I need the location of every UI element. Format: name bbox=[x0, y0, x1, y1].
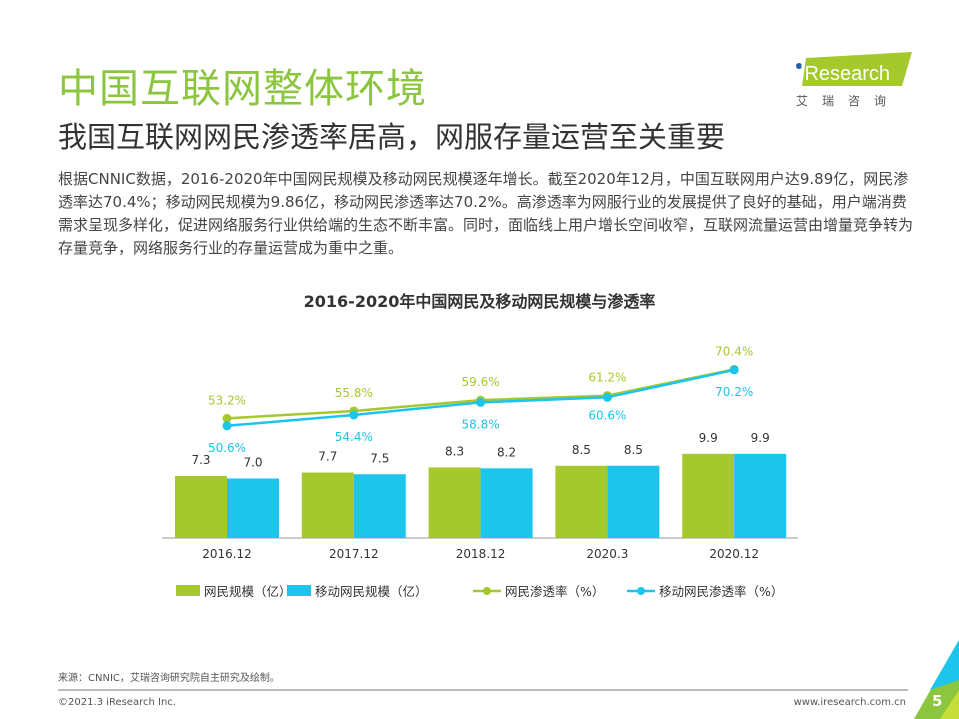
mobile-penetration-point bbox=[602, 392, 612, 402]
penetration-label: 55.8% bbox=[335, 386, 373, 400]
svg-text:iResearch: iResearch bbox=[800, 63, 890, 85]
legend-label: 移动网民规模（亿） bbox=[315, 584, 428, 599]
mobile-penetration-label: 60.6% bbox=[588, 408, 626, 422]
mobile-user-bar-label: 9.9 bbox=[751, 431, 770, 445]
divider bbox=[58, 689, 908, 691]
user-bar bbox=[555, 465, 608, 538]
body-paragraph: 根据CNNIC数据，2016-2020年中国网民规模及移动网民规模逐年增长。截至… bbox=[58, 170, 914, 257]
user-bar-label: 8.5 bbox=[572, 443, 591, 457]
corner-decoration bbox=[914, 640, 959, 719]
iresearch-logo: iResearch bbox=[796, 52, 912, 86]
mobile-user-bar-label: 7.5 bbox=[370, 451, 389, 465]
logo-subtitle: 艾瑞咨询 bbox=[796, 94, 901, 108]
x-tick-label: 2017.12 bbox=[329, 547, 379, 561]
chart-title: 2016-2020年中国网民及移动网民规模与渗透率 bbox=[303, 292, 656, 311]
source-note: 来源：CNNIC，艾瑞咨询研究院自主研究及绘制。 bbox=[58, 673, 280, 684]
user-bar bbox=[175, 475, 227, 538]
user-bar bbox=[682, 453, 735, 538]
x-tick-label: 2020.12 bbox=[709, 547, 759, 561]
x-tick-label: 2016.12 bbox=[202, 547, 252, 561]
mobile-user-bar bbox=[734, 453, 787, 538]
mobile-penetration-point bbox=[476, 397, 486, 407]
mobile-penetration-label: 50.6% bbox=[208, 441, 246, 455]
legend-label: 网民渗透率（%） bbox=[505, 584, 604, 599]
penetration-label: 70.4% bbox=[715, 344, 753, 358]
mobile-user-bar bbox=[353, 474, 406, 538]
penetration-label: 59.6% bbox=[462, 375, 500, 389]
user-bar-label: 9.9 bbox=[699, 431, 718, 445]
user-bar-label: 8.3 bbox=[445, 444, 464, 458]
mobile-penetration-label: 58.8% bbox=[462, 417, 500, 431]
mobile-penetration-point bbox=[222, 421, 232, 431]
x-tick-label: 2020.3 bbox=[586, 547, 628, 561]
user-bar bbox=[301, 472, 354, 538]
mobile-user-bar bbox=[607, 465, 660, 538]
legend-marker bbox=[637, 587, 645, 595]
mobile-penetration-point bbox=[729, 365, 739, 375]
penetration-label: 53.2% bbox=[208, 393, 246, 407]
mobile-user-bar-label: 8.5 bbox=[624, 443, 643, 457]
mobile-user-bar-label: 7.0 bbox=[243, 456, 262, 470]
legend-swatch bbox=[176, 585, 200, 596]
page-title: 中国互联网整体环境 bbox=[58, 66, 427, 112]
x-tick-label: 2018.12 bbox=[456, 547, 506, 561]
penetration-label: 61.2% bbox=[588, 371, 626, 385]
mobile-penetration-point bbox=[349, 410, 359, 420]
user-bar bbox=[428, 467, 481, 538]
user-bar-label: 7.3 bbox=[191, 453, 210, 467]
copyright: ©2021.3 iResearch Inc. bbox=[58, 697, 176, 708]
page-number: 5 bbox=[932, 692, 943, 710]
page-subtitle: 我国互联网网民渗透率居高，网服存量运营至关重要 bbox=[58, 120, 726, 154]
mobile-penetration-label: 54.4% bbox=[335, 430, 373, 444]
legend-marker bbox=[483, 587, 491, 595]
mobile-user-bar-label: 8.2 bbox=[497, 445, 516, 459]
legend-label: 移动网民渗透率（%） bbox=[659, 584, 783, 599]
chart: 7.3 7.0 2016.12 7.7 7.5 2017.12 8.3 8.2 2018.12 8… bbox=[162, 344, 798, 599]
website-url: www.iresearch.com.cn bbox=[793, 697, 906, 708]
penetration-point bbox=[222, 413, 232, 423]
mobile-user-bar bbox=[227, 478, 279, 538]
mobile-user-bar bbox=[480, 468, 533, 538]
mobile-penetration-label: 70.2% bbox=[715, 385, 753, 399]
user-bar-label: 7.7 bbox=[318, 450, 337, 464]
legend-swatch bbox=[287, 585, 311, 596]
legend-label: 网民规模（亿） bbox=[204, 584, 292, 599]
